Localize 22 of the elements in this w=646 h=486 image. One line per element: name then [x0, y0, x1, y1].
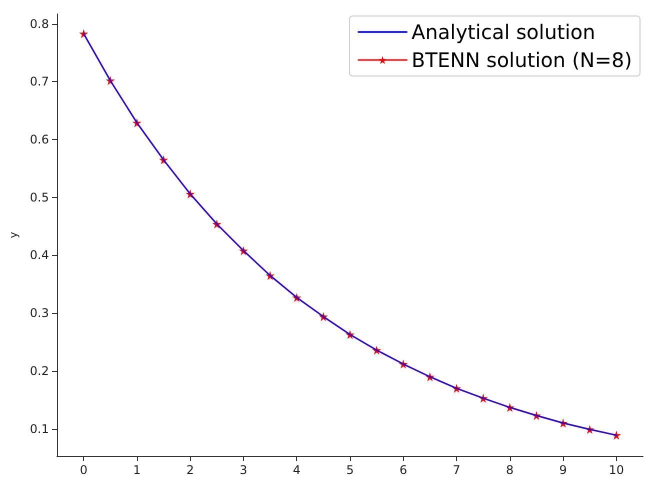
y-tick-label: 0.6	[30, 132, 49, 147]
x-tick-label: 6	[399, 463, 408, 477]
y-tick-label: 0.1	[30, 422, 49, 436]
x-tick-label: 4	[292, 463, 301, 477]
legend-label: BTENN solution (Ν=8)	[412, 48, 632, 72]
x-tick-label: 10	[608, 463, 624, 477]
y-tick-label: 0.2	[30, 364, 49, 378]
y-tick-label: 0.7	[30, 74, 49, 89]
x-tick-label: 1	[133, 463, 141, 477]
x-tick-label: 3	[240, 463, 248, 477]
x-tick-label: 0	[80, 463, 88, 477]
x-tick-label: 2	[186, 463, 194, 477]
x-tick-label: 9	[559, 463, 567, 477]
y-tick-label: 0.5	[30, 190, 49, 204]
legend-label: Analytical solution	[412, 20, 596, 44]
y-tick-label: 0.8	[30, 16, 49, 31]
y-tick-label: 0.3	[30, 306, 49, 320]
x-tick-label: 7	[452, 463, 460, 477]
y-tick-label: 0.4	[30, 248, 49, 262]
x-tick-label: 5	[346, 463, 354, 477]
y-axis-title: y	[7, 231, 20, 238]
x-tick-label: 8	[506, 463, 514, 477]
